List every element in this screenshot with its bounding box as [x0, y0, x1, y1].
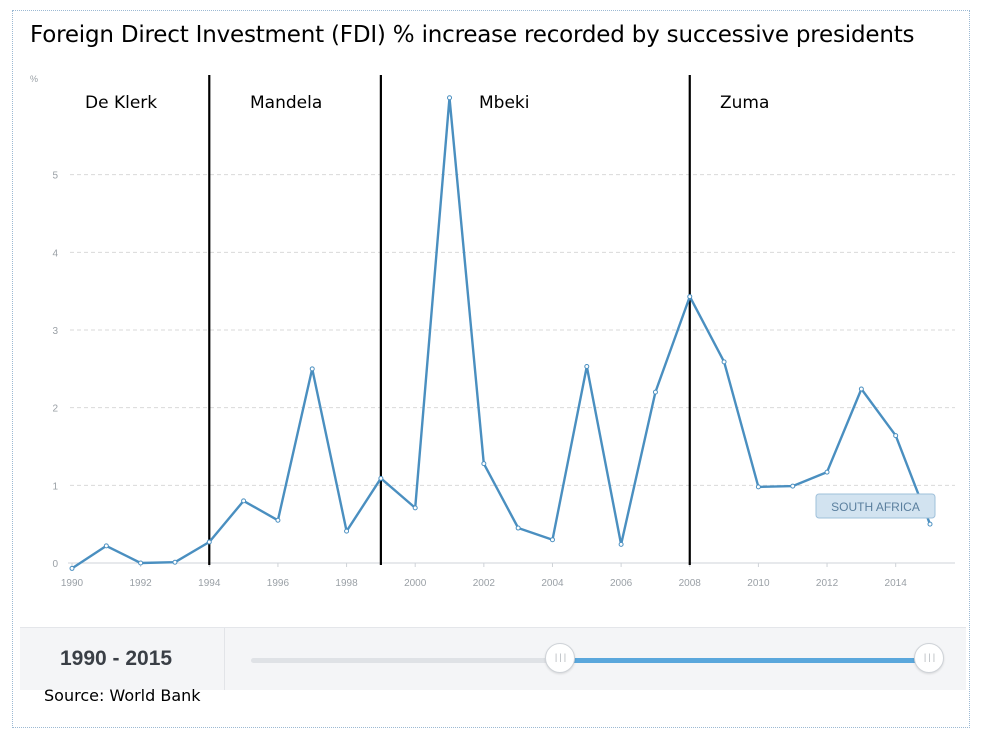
- data-point-2007: [652, 389, 658, 395]
- source-note: Source: World Bank: [44, 686, 201, 705]
- fdi-line-chart: 0 1 2 3 4 5% 1990 1992 1994 1996 1998 2000 2002 2004 2…: [30, 74, 955, 589]
- data-point-2011: [790, 483, 796, 489]
- x-tick-label-1992: 1992: [130, 578, 153, 589]
- x-tick-label-1990: 1990: [61, 578, 84, 589]
- y-tick-label-3: 3: [52, 326, 58, 337]
- data-point-1990: [69, 565, 75, 571]
- x-tick-label-2000: 2000: [404, 578, 427, 589]
- range-slider-end-handle[interactable]: |||: [914, 643, 944, 673]
- y-tick-label-2: 2: [52, 404, 58, 415]
- data-point-1991: [103, 543, 109, 549]
- x-tick-label-2008: 2008: [679, 578, 702, 589]
- range-slider-start-handle[interactable]: |||: [545, 643, 575, 673]
- data-point-2006: [618, 541, 624, 547]
- data-point-2005: [584, 364, 590, 370]
- data-point-1996: [275, 517, 281, 523]
- range-label: 1990 - 2015: [60, 647, 173, 670]
- x-tick-label-2006: 2006: [610, 578, 633, 589]
- series-tag-label: SOUTH AFRICA: [831, 500, 920, 514]
- y-tick-label-4: 4: [52, 248, 58, 259]
- range-slider-track[interactable]: [251, 658, 929, 663]
- x-tick-label-1996: 1996: [267, 578, 290, 589]
- data-point-1999: [378, 475, 384, 481]
- figure-frame: [12, 10, 970, 728]
- x-tick-label-2004: 2004: [541, 578, 564, 589]
- data-point-2000: [412, 505, 418, 511]
- time-range-control: 1990 - 2015 ||| |||: [20, 627, 966, 690]
- data-point-1995: [241, 498, 247, 504]
- annotations: De Klerk Mandela Mbeki Zuma SOUTH AFRICA: [85, 93, 936, 519]
- gridlines: [70, 174, 955, 486]
- data-point-2010: [755, 484, 761, 490]
- data-point-2008: [687, 294, 693, 300]
- chart-title: Foreign Direct Investment (FDI) % increa…: [30, 22, 915, 48]
- x-tick-label-1994: 1994: [198, 578, 221, 589]
- x-tick-label-2002: 2002: [473, 578, 496, 589]
- data-point-2002: [481, 461, 487, 467]
- president-dividers: [208, 75, 691, 565]
- data-point-1992: [138, 560, 144, 566]
- data-point-2013: [858, 386, 864, 392]
- y-tick-label-5: 5: [52, 171, 58, 182]
- series-south-africa: [69, 95, 933, 571]
- data-point-2009: [721, 359, 727, 365]
- x-tick-label-2014: 2014: [885, 578, 908, 589]
- series-line: [71, 96, 932, 570]
- series-tag-box: [815, 493, 936, 519]
- data-point-1998: [344, 528, 350, 534]
- data-point-2014: [893, 433, 899, 439]
- x-tick-label-2010: 2010: [747, 578, 770, 589]
- data-point-1997: [309, 366, 315, 372]
- period-label-mbeki: Mbeki: [479, 93, 530, 113]
- y-axis-unit-label: %: [30, 74, 38, 84]
- axes: 0 1 2 3 4 5% 1990 1992 1994 1996 1998 2000 2002 2004 2…: [30, 74, 955, 589]
- y-tick-label-1: 1: [52, 481, 58, 492]
- range-slider-fill: [561, 658, 929, 663]
- y-tick-label-0: 0: [52, 559, 58, 570]
- data-point-2012: [824, 469, 830, 475]
- data-point-2003: [515, 525, 521, 531]
- control-divider: [224, 628, 225, 690]
- data-point-2004: [549, 537, 555, 543]
- data-point-1994: [206, 539, 212, 545]
- data-point-2015: [927, 521, 933, 527]
- period-label-mandela: Mandela: [250, 93, 322, 113]
- period-label-zuma: Zuma: [720, 93, 769, 113]
- x-tick-label-2012: 2012: [816, 578, 839, 589]
- data-point-2001: [447, 95, 453, 101]
- period-label-de-klerk: De Klerk: [85, 93, 157, 113]
- data-point-1993: [172, 559, 178, 565]
- x-tick-label-1998: 1998: [335, 578, 358, 589]
